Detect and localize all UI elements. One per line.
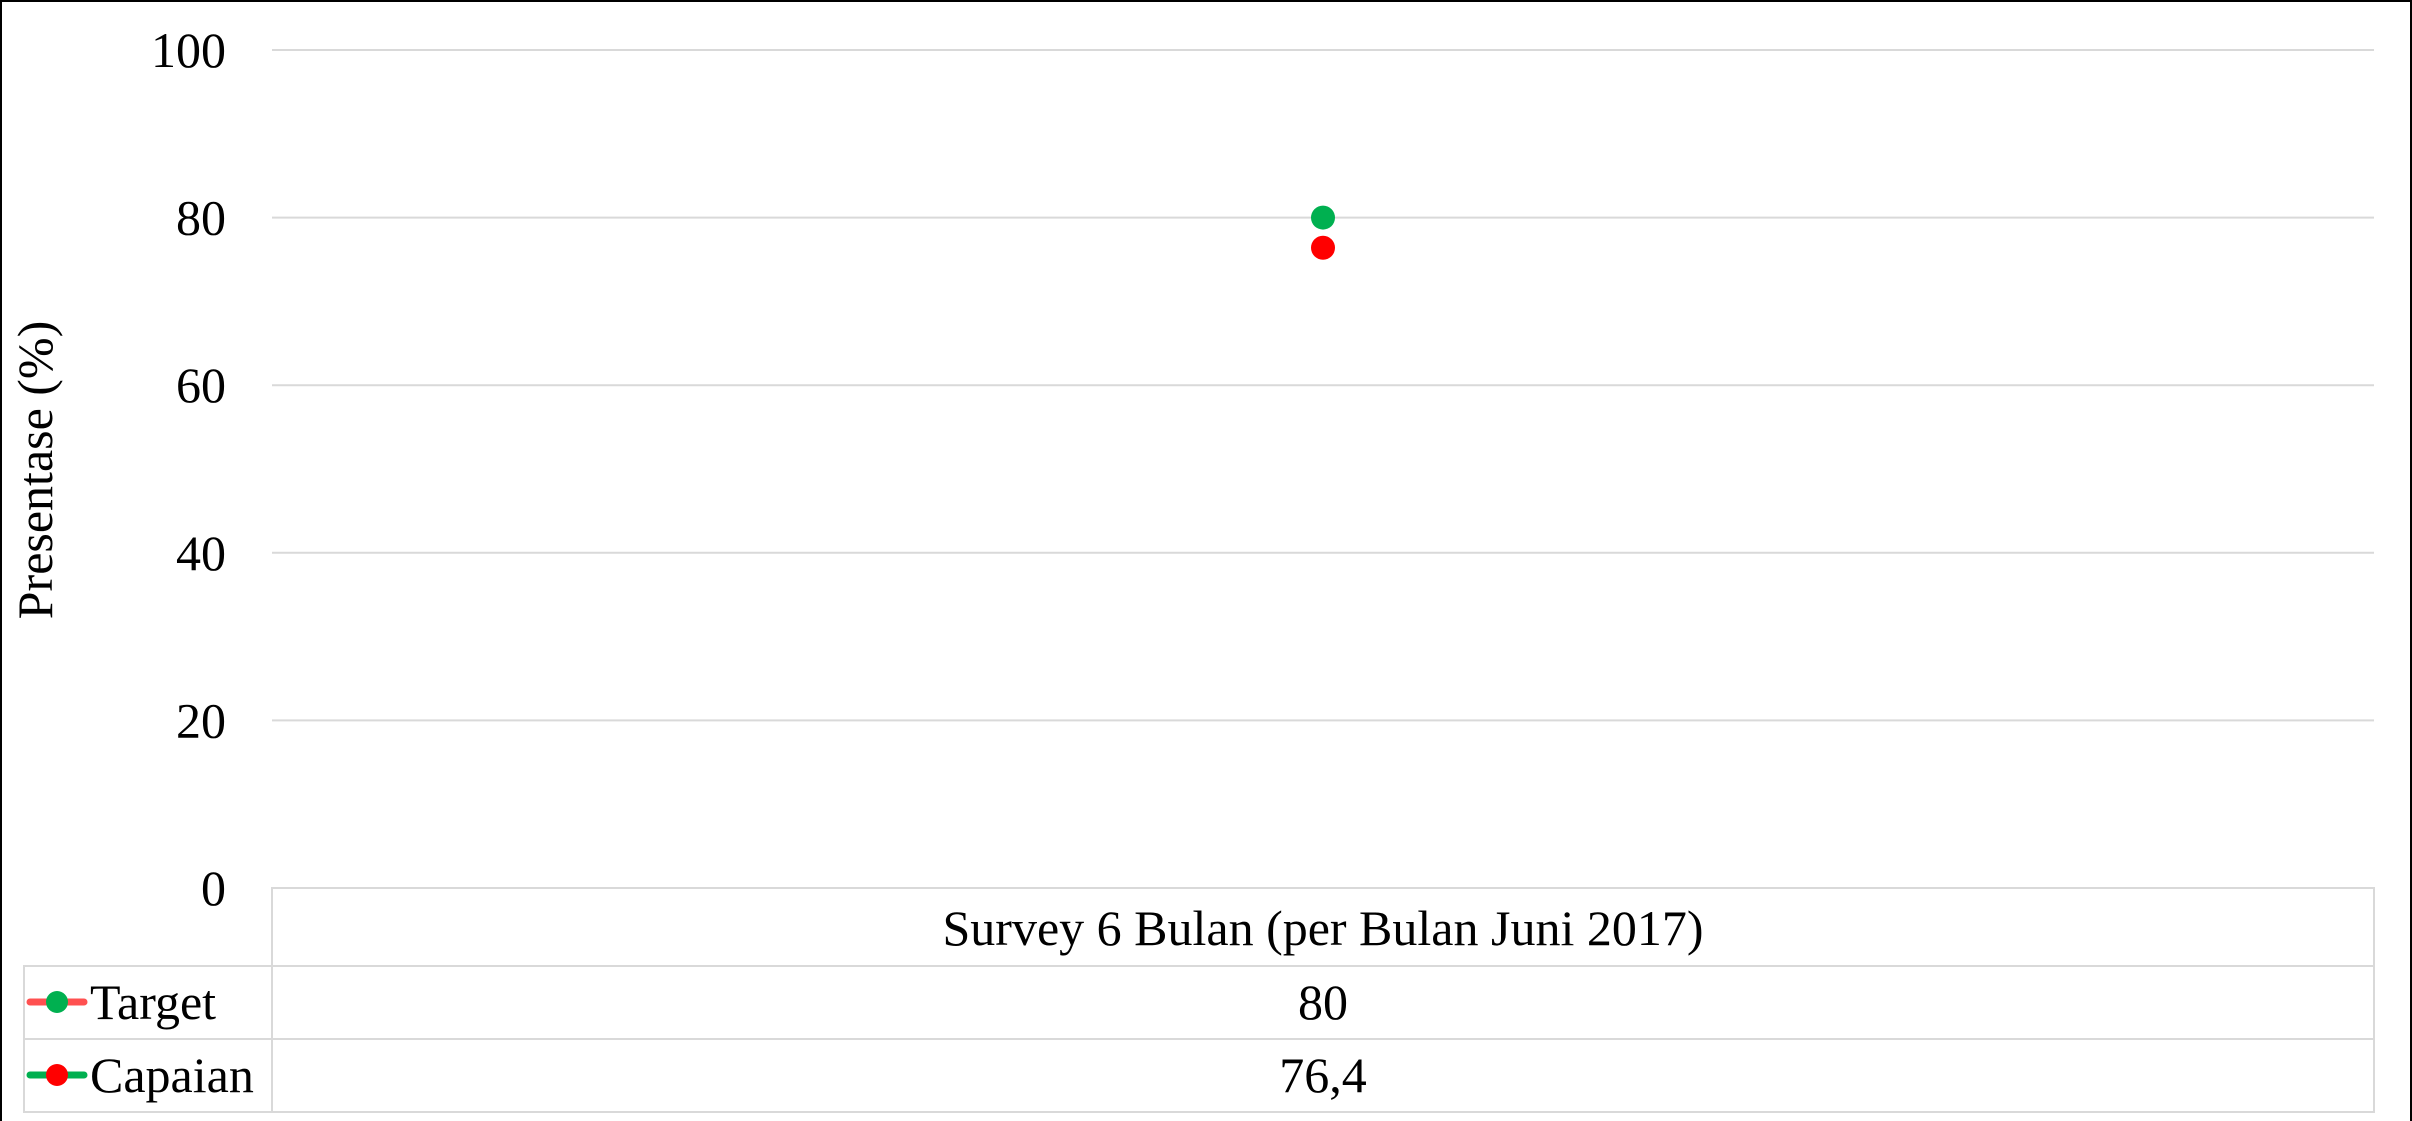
legend-key-marker [46, 991, 68, 1013]
data-point-target [1311, 205, 1335, 230]
y-tick-label: 20 [176, 692, 226, 748]
y-tick-label: 80 [176, 190, 226, 246]
data-point-capaian [1311, 235, 1335, 260]
y-tick-label: 60 [176, 357, 226, 413]
y-tick-label: 40 [176, 525, 226, 581]
legend-key-marker [46, 1064, 68, 1086]
category-label: Survey 6 Bulan (per Bulan Juni 2017) [942, 900, 1703, 956]
y-tick-labels: 0 20 40 60 80 100 [151, 22, 226, 916]
gridlines [272, 49, 2374, 722]
y-axis-label: Presentase (%) [7, 321, 63, 620]
data-points [1311, 205, 1335, 260]
series-name: Capaian [90, 1047, 254, 1103]
table-value: 76,4 [1279, 1047, 1367, 1103]
table-value: 80 [1298, 974, 1348, 1030]
y-tick-label: 100 [151, 22, 226, 78]
y-tick-label: 0 [201, 860, 226, 916]
data-table: Survey 6 Bulan (per Bulan Juni 2017) [23, 887, 2375, 1113]
series-name: Target [90, 974, 216, 1030]
data-table-rows: Target 80 Capaian 76,4 [26, 974, 1367, 1103]
